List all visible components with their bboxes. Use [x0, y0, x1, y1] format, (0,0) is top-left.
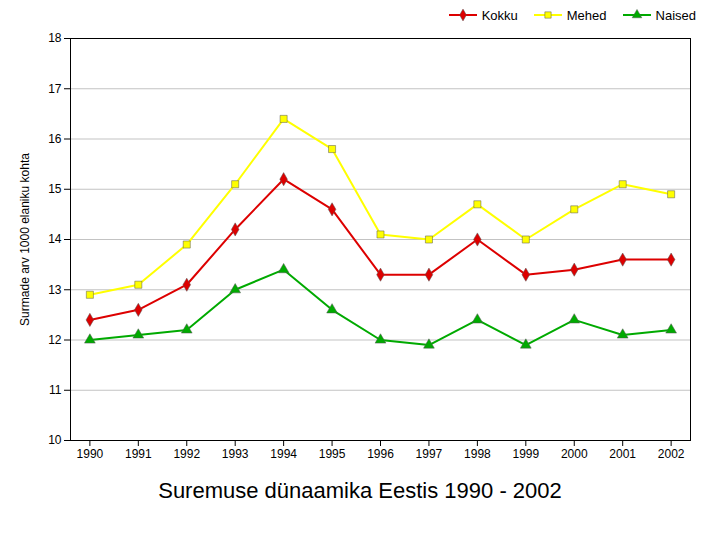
html-text:Suremuse dünaamika Eestis 1990: Suremuse dünaamika Eestis 1990 - 2002 — [158, 478, 562, 503]
svg-text:11: 11 — [49, 383, 62, 397]
svg-text:18: 18 — [48, 31, 62, 45]
svg-text:17: 17 — [48, 82, 62, 96]
html-text:Naised: Naised — [655, 7, 696, 23]
svg-text:2001: 2001 — [609, 447, 636, 461]
svg-text:10: 10 — [48, 433, 62, 447]
svg-text:1996: 1996 — [367, 447, 394, 461]
svg-text:1995: 1995 — [319, 447, 346, 461]
svg-text:2000: 2000 — [561, 447, 588, 461]
html-text:Kokku: Kokku — [481, 7, 518, 23]
svg-text:1998: 1998 — [464, 447, 491, 461]
svg-text:1997: 1997 — [416, 447, 443, 461]
svg-text:1992: 1992 — [173, 447, 200, 461]
svg-text:1991: 1991 — [125, 447, 152, 461]
svg-text:13: 13 — [48, 283, 62, 297]
svg-text:Surmade arv 1000 elaniku kohta: Surmade arv 1000 elaniku kohta — [18, 153, 32, 326]
svg-text:2002: 2002 — [658, 447, 685, 461]
svg-text:1994: 1994 — [270, 447, 297, 461]
svg-text:14: 14 — [48, 232, 62, 246]
svg-text:1990: 1990 — [77, 447, 104, 461]
svg-text:12: 12 — [48, 333, 62, 347]
svg-text:1993: 1993 — [222, 447, 249, 461]
svg-text:1999: 1999 — [512, 447, 539, 461]
html-text:Mehed: Mehed — [566, 7, 607, 23]
svg-text:16: 16 — [48, 132, 62, 146]
svg-text:15: 15 — [48, 182, 62, 196]
